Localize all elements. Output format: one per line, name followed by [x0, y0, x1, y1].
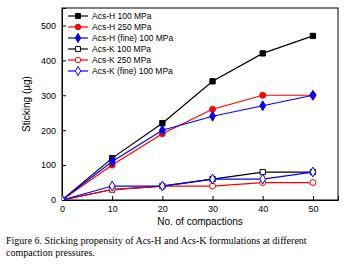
tick-label: 50	[308, 204, 318, 214]
legend-item: Acs-H 100 MPa	[68, 11, 152, 21]
marker	[260, 51, 265, 56]
x-axis: 0 10 20 30 40 50	[60, 196, 339, 214]
marker	[210, 111, 216, 121]
legend-marker	[76, 14, 81, 19]
tick-mark	[62, 95, 66, 96]
tick-mark	[62, 60, 66, 61]
marker	[260, 92, 266, 98]
tick: 40	[258, 196, 268, 214]
tick: 300	[41, 91, 66, 101]
legend-marker	[75, 57, 81, 63]
marker	[260, 101, 266, 111]
tick-mark	[313, 196, 314, 200]
legend-label: Acs-H 100 MPa	[92, 11, 152, 21]
legend-label: Acs-K 100 MPa	[92, 44, 151, 54]
legend-item: Acs-K 250 MPa	[68, 55, 151, 65]
legend-item: Acs-H (fine) 100 MPa	[68, 33, 174, 43]
x-axis-title: No. of compactions	[157, 216, 243, 227]
tick-label: 0	[60, 204, 65, 214]
marker	[260, 174, 266, 184]
tick-mark	[162, 196, 163, 200]
legend-marker	[75, 24, 81, 30]
tick-mark	[62, 200, 66, 201]
marker	[310, 90, 316, 100]
legend-item: Acs-K (fine) 100 MPa	[68, 66, 173, 76]
tick-label: 300	[41, 91, 56, 101]
plot: 010203040500100200300400500Acs-H 100 MPa…	[41, 8, 339, 214]
legend-label: Acs-K 250 MPa	[92, 55, 151, 65]
legend: Acs-H 100 MPaAcs-H 250 MPaAcs-H (fine) 1…	[68, 11, 174, 76]
tick: 200	[41, 126, 66, 136]
tick: 400	[41, 56, 66, 66]
tick-label: 100	[41, 160, 56, 170]
series-line	[62, 95, 313, 200]
series-line	[62, 95, 313, 200]
legend-marker	[75, 66, 80, 75]
plot-frame	[62, 8, 338, 200]
series-line	[62, 172, 313, 200]
tick-label: 40	[258, 204, 268, 214]
marker	[310, 33, 315, 38]
tick-mark	[62, 165, 66, 166]
legend-item: Acs-H 250 MPa	[68, 22, 152, 32]
axis-line	[63, 196, 339, 201]
tick: 30	[208, 196, 218, 214]
legend-marker	[76, 47, 81, 52]
marker	[160, 125, 166, 135]
marker	[109, 181, 115, 191]
marker	[62, 195, 65, 200]
tick-label: 0	[51, 195, 56, 205]
tick-mark	[213, 196, 214, 200]
caption: Figure 6. Sticking propensity of Acs-H a…	[6, 235, 307, 258]
marker	[210, 174, 216, 184]
legend-item: Acs-K 100 MPa	[68, 44, 151, 54]
tick-label: 20	[158, 204, 168, 214]
tick: 500	[41, 21, 66, 31]
marker	[160, 181, 166, 191]
marker	[62, 195, 65, 200]
marker	[210, 79, 215, 84]
tick: 0	[60, 196, 65, 214]
series-line	[62, 183, 313, 200]
chart: 010203040500100200300400500Acs-H 100 MPa…	[0, 0, 346, 267]
marker	[310, 167, 316, 177]
axis-line	[63, 9, 67, 201]
tick-label: 30	[208, 204, 218, 214]
legend-label: Acs-H (fine) 100 MPa	[92, 33, 174, 43]
legend-marker	[75, 33, 80, 42]
tick-label: 400	[41, 56, 56, 66]
y-axis-title: Sticking (µg)	[21, 76, 32, 132]
tick: 50	[308, 196, 318, 214]
series-line	[62, 36, 313, 200]
series-line	[62, 172, 313, 200]
tick-label: 500	[41, 21, 56, 31]
tick: 100	[41, 160, 66, 170]
legend-label: Acs-K (fine) 100 MPa	[92, 66, 173, 76]
tick-mark	[62, 130, 66, 131]
tick: 20	[158, 196, 168, 214]
marker	[310, 180, 316, 186]
tick-label: 10	[108, 204, 118, 214]
tick-mark	[62, 25, 66, 26]
tick: 0	[51, 195, 66, 205]
legend-label: Acs-H 250 MPa	[92, 22, 152, 32]
tick-mark	[263, 196, 264, 200]
tick-mark	[112, 196, 113, 200]
y-axis: 0 100 200 300 400 500	[41, 9, 66, 206]
marker	[109, 157, 115, 167]
data-area	[62, 33, 316, 200]
tick-label: 200	[41, 126, 56, 136]
tick: 10	[108, 196, 118, 214]
